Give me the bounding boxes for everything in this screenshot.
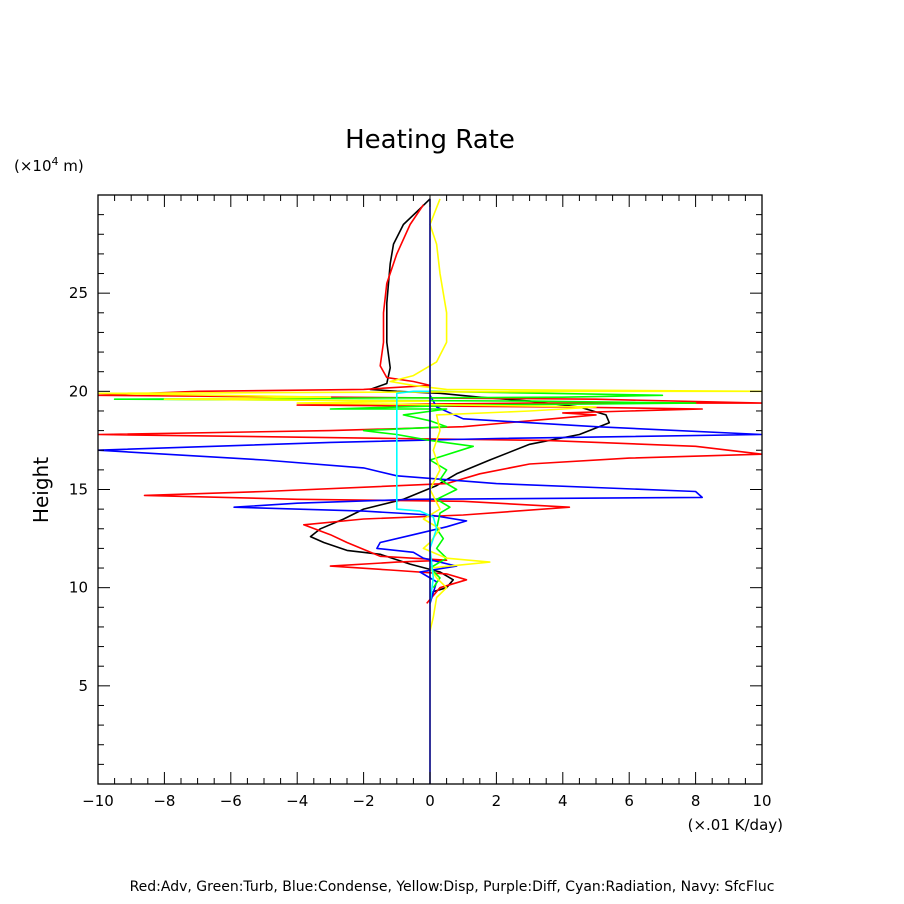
series-line-4 <box>98 198 762 632</box>
x-tick-label: −8 <box>153 792 175 810</box>
y-unit-exponent: 4 <box>52 155 59 168</box>
x-tick-label: −4 <box>286 792 308 810</box>
x-tick-label: −6 <box>220 792 242 810</box>
x-unit-label: (×.01 K/day) <box>688 816 783 834</box>
y-tick-label: 10 <box>69 579 88 597</box>
x-tick-label: −2 <box>353 792 375 810</box>
x-tick-label: 6 <box>624 792 634 810</box>
y-tick-label: 15 <box>69 481 88 499</box>
y-unit-suffix: m) <box>59 157 84 175</box>
x-tick-label: 8 <box>691 792 701 810</box>
plot-frame <box>97 194 763 785</box>
plot-lines <box>98 198 762 784</box>
series-line-3 <box>113 390 697 589</box>
y-tick-label: 20 <box>69 382 88 400</box>
x-tick-label: 4 <box>558 792 568 810</box>
chart-title: Heating Rate <box>345 125 515 155</box>
series-line-2 <box>98 394 762 604</box>
x-tick-label: 0 <box>425 792 435 810</box>
y-unit-prefix: (×10 <box>14 157 52 175</box>
y-axis-title: Height <box>29 457 53 523</box>
x-tick-label: 10 <box>752 792 771 810</box>
legend-text: Red:Adv, Green:Turb, Blue:Condense, Yell… <box>130 879 775 895</box>
x-tick-label: −10 <box>82 792 114 810</box>
axis-ticks: −10 −8 −6 −4 −2 0 2 4 6 8 10 5 10 15 20 25 <box>69 195 772 810</box>
y-unit-label: (×104 m) <box>14 155 84 175</box>
y-tick-label: 5 <box>78 677 88 695</box>
y-tick-label: 25 <box>69 284 88 302</box>
x-tick-label: 2 <box>492 792 502 810</box>
